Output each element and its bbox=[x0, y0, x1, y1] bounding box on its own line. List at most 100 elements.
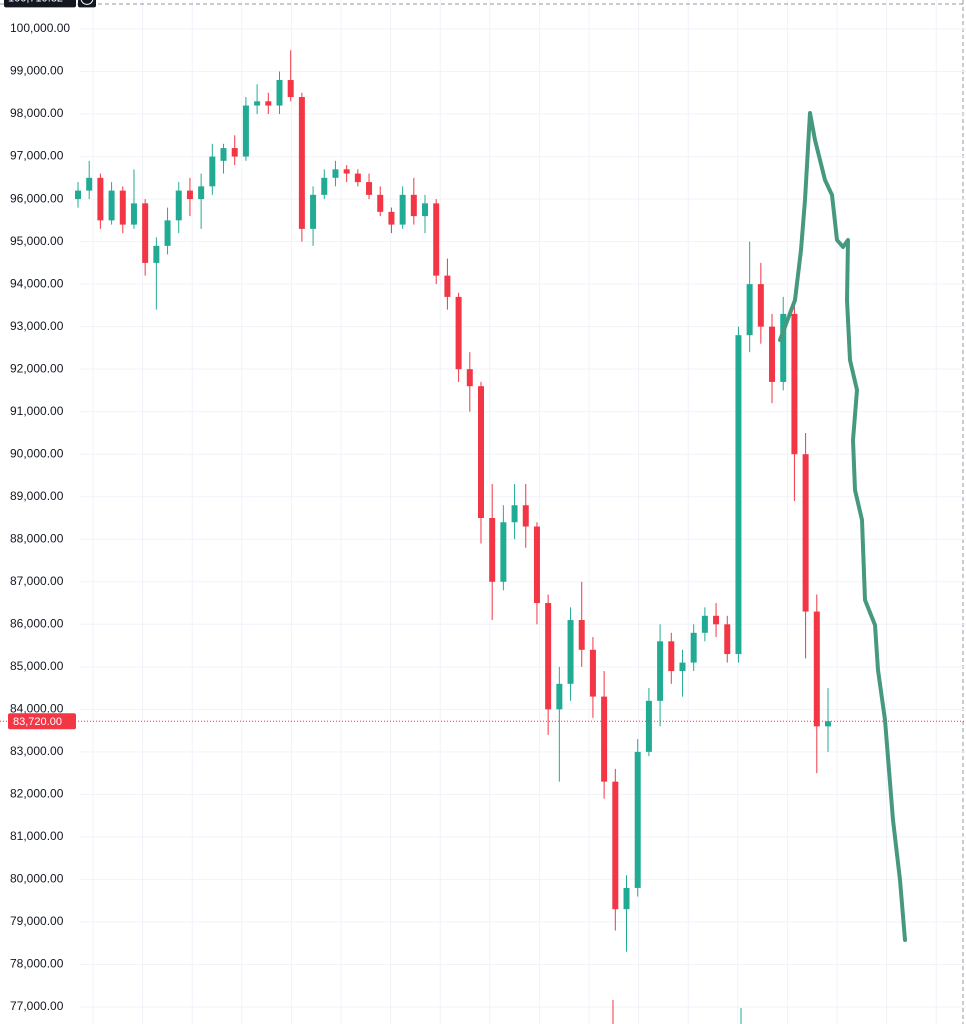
y-tick-label: 86,000.00 bbox=[10, 616, 64, 630]
candle-body bbox=[354, 173, 361, 183]
candle-body bbox=[276, 80, 283, 106]
y-tick-label: 91,000.00 bbox=[10, 404, 64, 418]
candle-body bbox=[433, 203, 440, 276]
candle-body bbox=[679, 662, 686, 672]
y-tick-label: 94,000.00 bbox=[10, 276, 64, 290]
candle-body bbox=[97, 177, 104, 221]
candle-body bbox=[366, 182, 373, 195]
y-tick-label: 97,000.00 bbox=[10, 149, 64, 163]
candle-body bbox=[377, 194, 384, 212]
candle-body bbox=[657, 641, 664, 701]
y-tick-label: 95,000.00 bbox=[10, 234, 64, 248]
candle-body bbox=[589, 649, 596, 697]
candle-body bbox=[231, 148, 238, 157]
y-tick-label: 90,000.00 bbox=[10, 446, 64, 460]
candle-body bbox=[153, 245, 160, 263]
candle-body bbox=[86, 177, 93, 191]
y-tick-label: 79,000.00 bbox=[10, 914, 64, 928]
candle-body bbox=[668, 641, 675, 672]
candle-body bbox=[489, 518, 496, 582]
candle-body bbox=[310, 194, 317, 229]
candle-body bbox=[130, 203, 137, 225]
candle-body bbox=[287, 80, 294, 98]
candle-body bbox=[298, 97, 305, 229]
y-tick-label: 83,000.00 bbox=[10, 744, 64, 758]
candle-body bbox=[645, 700, 652, 752]
candle-body bbox=[813, 611, 820, 727]
y-tick-label: 82,000.00 bbox=[10, 787, 64, 801]
candle-body bbox=[422, 203, 429, 217]
candle-body bbox=[466, 369, 473, 387]
candle-body bbox=[634, 751, 641, 888]
candle-body bbox=[511, 505, 518, 523]
crosshair-badge bbox=[4, 0, 76, 8]
candle-body bbox=[567, 620, 574, 684]
candle-body bbox=[75, 190, 81, 200]
candle-body bbox=[186, 190, 193, 200]
candle-body bbox=[612, 781, 619, 910]
candle-body bbox=[802, 454, 809, 612]
candle-body bbox=[142, 203, 149, 263]
candle-body bbox=[578, 620, 585, 650]
candle-body bbox=[713, 615, 720, 625]
y-tick-label: 88,000.00 bbox=[10, 531, 64, 545]
candle-body bbox=[220, 148, 227, 161]
y-tick-label: 80,000.00 bbox=[10, 872, 64, 886]
candle-body bbox=[780, 313, 787, 382]
y-tick-label: 77,000.00 bbox=[10, 999, 64, 1013]
candle-body bbox=[690, 632, 697, 663]
y-tick-label: 85,000.00 bbox=[10, 659, 64, 673]
candle-body bbox=[735, 335, 742, 655]
last-price-label: 83,720.00 bbox=[13, 716, 62, 728]
candle-body bbox=[399, 194, 406, 225]
candle-body bbox=[522, 505, 529, 527]
candle-body bbox=[623, 887, 630, 910]
hand-drawn-line bbox=[778, 111, 907, 942]
crosshair-label: 100,719.82 bbox=[8, 0, 63, 4]
y-tick-label: 99,000.00 bbox=[10, 64, 64, 78]
candle-body bbox=[198, 186, 205, 200]
y-tick-label: 92,000.00 bbox=[10, 361, 64, 375]
candle-body bbox=[746, 284, 753, 336]
last-price-badge bbox=[8, 713, 76, 730]
candle-body bbox=[455, 296, 462, 370]
y-tick-label: 100,000.00 bbox=[10, 21, 70, 35]
candle-body bbox=[825, 721, 831, 727]
candle-body bbox=[242, 105, 249, 157]
candle-body bbox=[265, 101, 272, 106]
y-tick-label: 89,000.00 bbox=[10, 489, 64, 503]
candle-body bbox=[791, 313, 798, 455]
candle-body bbox=[175, 190, 182, 221]
candle-body bbox=[321, 177, 328, 195]
candle-body bbox=[724, 624, 731, 655]
candle-body bbox=[477, 386, 484, 519]
y-tick-label: 96,000.00 bbox=[10, 191, 64, 205]
candle-body bbox=[601, 696, 608, 782]
candle-body bbox=[701, 615, 708, 633]
y-tick-label: 78,000.00 bbox=[10, 957, 64, 971]
plus-icon bbox=[80, 0, 94, 5]
y-tick-label: 84,000.00 bbox=[10, 702, 64, 716]
candle-body bbox=[343, 169, 350, 174]
candle-body bbox=[119, 190, 126, 225]
y-tick-label: 87,000.00 bbox=[10, 574, 64, 588]
candle-body bbox=[254, 101, 261, 106]
candle-body bbox=[164, 220, 171, 246]
candle-body bbox=[108, 190, 115, 221]
candle-body bbox=[410, 194, 417, 217]
candle-body bbox=[209, 156, 216, 187]
candle-body bbox=[769, 326, 776, 382]
candle-body bbox=[500, 522, 507, 582]
y-tick-label: 98,000.00 bbox=[10, 106, 64, 120]
candle-body bbox=[444, 275, 451, 297]
crosshair-plus-button bbox=[78, 0, 96, 8]
candle-body bbox=[556, 683, 563, 710]
candle-body bbox=[388, 211, 395, 225]
candle-body bbox=[533, 526, 540, 604]
y-tick-label: 93,000.00 bbox=[10, 319, 64, 333]
candle-body bbox=[757, 284, 764, 327]
candle-body bbox=[332, 169, 339, 178]
